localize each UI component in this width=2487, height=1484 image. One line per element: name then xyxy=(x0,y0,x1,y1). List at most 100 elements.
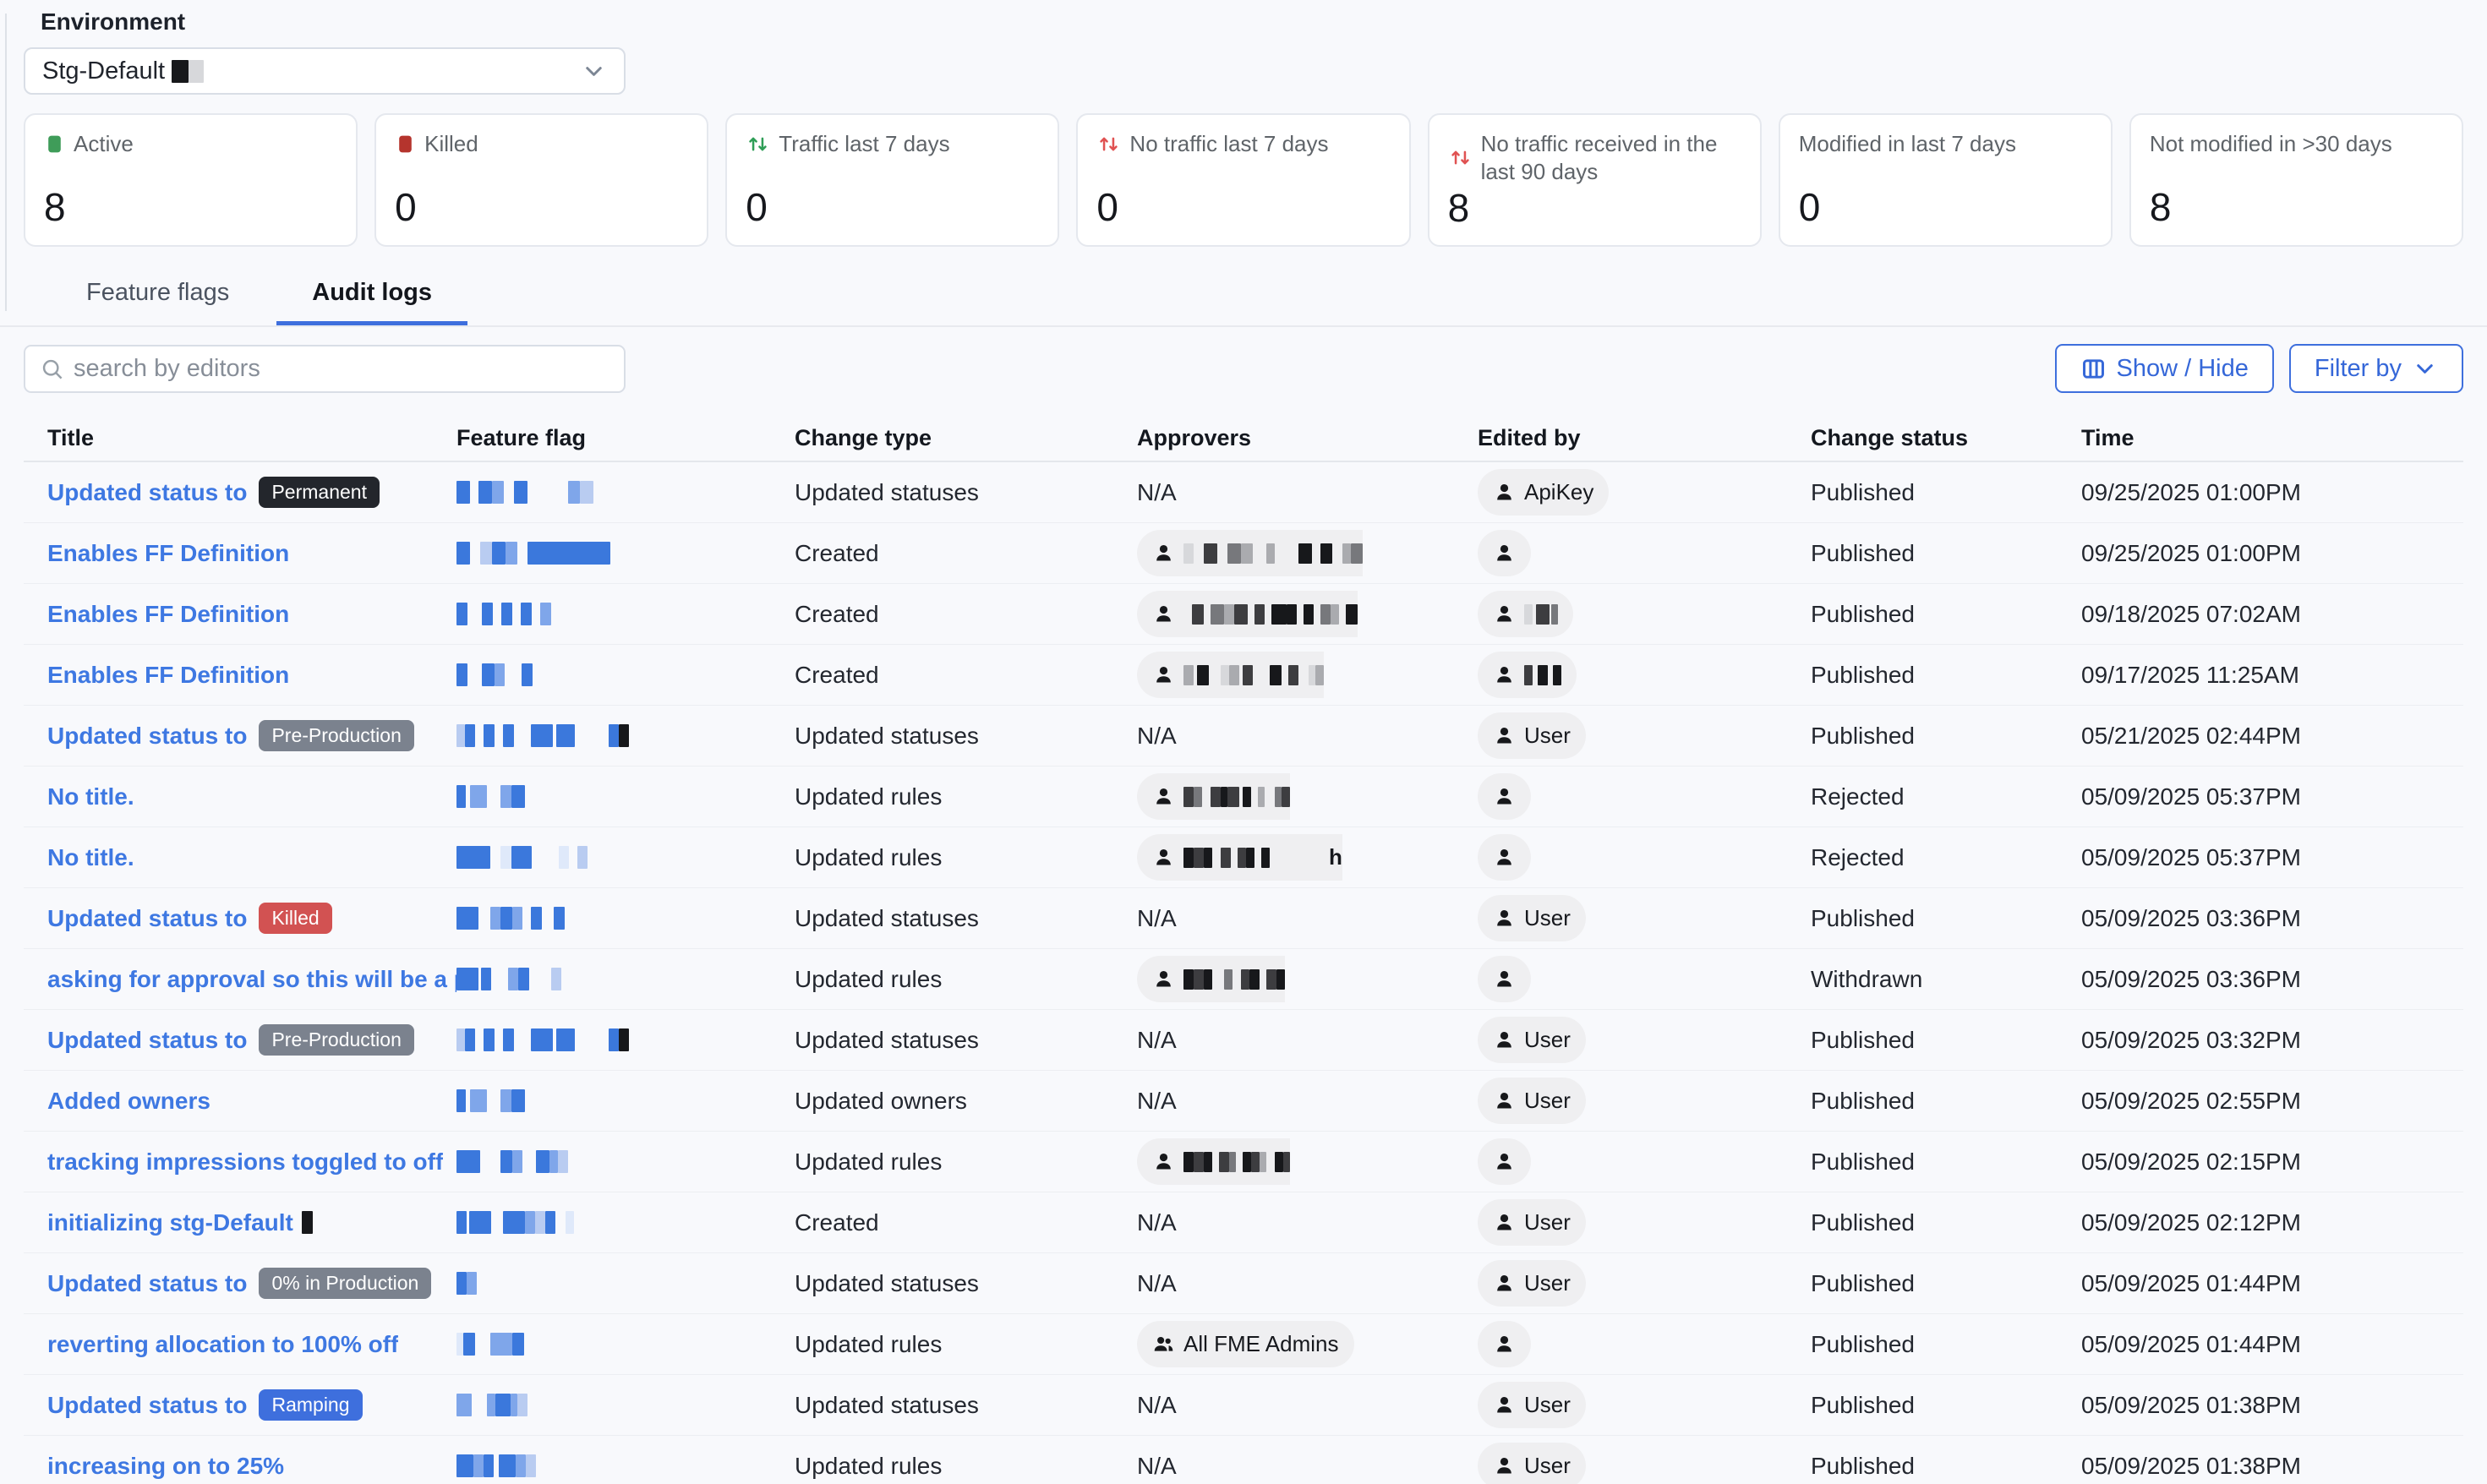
audit-log-row: Updated status to Killed Updated statuses N… xyxy=(24,888,2463,949)
title-cell: Added owners xyxy=(47,1088,456,1115)
audit-log-row: Added owners Updated owners N/A User Publish… xyxy=(24,1071,2463,1132)
row-title-link[interactable]: Added owners xyxy=(47,1088,210,1115)
row-title-link[interactable]: initializing stg-Default xyxy=(47,1209,313,1236)
redacted-block xyxy=(456,724,465,747)
editor-pill[interactable]: User xyxy=(1478,1078,1586,1124)
approvers-cell: N/A xyxy=(1137,1392,1478,1419)
editor-pill[interactable] xyxy=(1478,1138,1531,1185)
redacted-block xyxy=(301,1211,313,1234)
stat-card-header: Active xyxy=(44,130,337,158)
redacted-block xyxy=(1266,968,1276,990)
row-title-link[interactable]: Updated status to Pre-Production xyxy=(47,719,414,752)
approver-pill[interactable]: All FME Admins xyxy=(1137,1321,1354,1367)
feature-flag-cell xyxy=(456,1089,795,1112)
redacted-block xyxy=(500,1150,512,1173)
person-icon xyxy=(1493,1150,1516,1173)
redacted-block xyxy=(503,724,514,747)
row-title-link[interactable]: reverting allocation to 100% off xyxy=(47,1331,398,1358)
time-cell: 05/09/2025 02:15PM xyxy=(2081,1148,2301,1175)
audit-log-row: Updated status to 0% in Production Updated… xyxy=(24,1253,2463,1314)
time-cell: 09/25/2025 01:00PM xyxy=(2081,478,2301,505)
row-title-link[interactable]: Enables FF Definition xyxy=(47,662,289,689)
redacted-block xyxy=(1209,665,1221,685)
redacted-block xyxy=(467,603,482,625)
approver-pill[interactable]: h xyxy=(1137,834,1342,881)
editor-pill[interactable] xyxy=(1478,1321,1531,1367)
editor-pill[interactable] xyxy=(1478,956,1531,1002)
editor-pill[interactable] xyxy=(1478,530,1531,576)
approver-pill[interactable] xyxy=(1137,1138,1290,1185)
filter-by-button[interactable]: Filter by xyxy=(2288,344,2463,393)
redacted-block xyxy=(1251,787,1258,807)
time-cell: 05/09/2025 01:38PM xyxy=(2081,1452,2301,1479)
tab-audit-logs[interactable]: Audit logs xyxy=(276,272,467,325)
editor-pill[interactable]: User xyxy=(1478,712,1586,759)
feature-flag-redacted xyxy=(456,724,629,747)
redacted-block xyxy=(517,542,527,565)
editor-pill[interactable]: User xyxy=(1478,1443,1586,1484)
row-title-link[interactable]: asking for approval so this will be a pe xyxy=(47,966,456,993)
title-cell: Updated status to Killed xyxy=(47,902,456,935)
environment-select[interactable]: Stg-Default xyxy=(24,47,626,95)
show-hide-button[interactable]: Show / Hide xyxy=(2054,344,2274,393)
person-icon xyxy=(1493,1211,1516,1234)
approver-pill[interactable] xyxy=(1137,773,1290,820)
row-title-link[interactable]: Updated status to Permanent xyxy=(47,476,380,509)
stat-card-header: Traffic last 7 days xyxy=(746,130,1039,158)
tab-feature-flags[interactable]: Feature flags xyxy=(86,279,230,306)
redacted-block xyxy=(609,1028,619,1051)
row-title-link[interactable]: Updated status to 0% in Production xyxy=(47,1267,432,1300)
stat-card-label: Not modified in >30 days xyxy=(2149,131,2392,156)
editor-pill[interactable]: User xyxy=(1478,1199,1586,1246)
search-input[interactable] xyxy=(74,354,610,383)
row-title-link[interactable]: increasing on to 25% xyxy=(47,1453,284,1480)
approver-pill[interactable] xyxy=(1137,652,1324,698)
change-status-cell: Published xyxy=(1811,1330,1915,1357)
redacted-block xyxy=(469,1211,491,1234)
editor-pill[interactable] xyxy=(1478,834,1531,881)
search-box[interactable] xyxy=(24,344,626,393)
redacted-block xyxy=(1204,543,1217,564)
title-cell: No title. xyxy=(47,844,456,871)
change-status-cell: Rejected xyxy=(1811,783,1905,810)
redacted-block xyxy=(619,1028,629,1051)
editor-pill[interactable]: User xyxy=(1478,1017,1586,1063)
editor-pill[interactable]: User xyxy=(1478,895,1586,941)
change-type-cell: Updated statuses xyxy=(795,722,979,749)
approver-pill[interactable] xyxy=(1137,591,1358,637)
change-type-cell: Updated statuses xyxy=(795,1391,979,1418)
approver-pill[interactable] xyxy=(1137,956,1285,1002)
redacted-block xyxy=(514,1028,531,1051)
row-title-link[interactable]: Enables FF Definition xyxy=(47,540,289,567)
row-title-link[interactable]: tracking impressions toggled to off xyxy=(47,1148,443,1176)
redacted-block xyxy=(512,1333,524,1356)
editor-pill[interactable] xyxy=(1478,652,1577,698)
editor-pill[interactable] xyxy=(1478,591,1573,637)
row-title-link[interactable]: Enables FF Definition xyxy=(47,601,289,628)
redacted-block xyxy=(467,663,482,686)
row-title-link[interactable]: No title. xyxy=(47,844,134,871)
approver-pill[interactable] xyxy=(1137,530,1363,576)
column-header: Change type xyxy=(795,424,932,450)
edited-by-cell xyxy=(1478,956,1811,1002)
row-title-link[interactable]: Updated status to Killed xyxy=(47,902,332,935)
row-title-link[interactable]: Updated status to Pre-Production xyxy=(47,1023,414,1056)
edited-by-cell: User xyxy=(1478,1260,1811,1307)
row-title-link[interactable]: Updated status to Ramping xyxy=(47,1389,363,1421)
row-title-link[interactable]: No title. xyxy=(47,783,134,810)
editor-pill[interactable]: User xyxy=(1478,1260,1586,1307)
redacted-block xyxy=(487,785,500,808)
audit-log-row: asking for approval so this will be a pe… xyxy=(24,949,2463,1010)
editor-pill[interactable]: ApiKey xyxy=(1478,469,1610,516)
redacted-block xyxy=(1212,969,1224,990)
stat-card-value: 8 xyxy=(44,185,67,229)
editor-pill[interactable]: User xyxy=(1478,1382,1586,1428)
redacted-block xyxy=(1254,603,1265,625)
columns-icon xyxy=(2080,356,2107,382)
column-header: Title xyxy=(47,424,95,450)
redacted-block xyxy=(1249,968,1260,990)
redacted-block xyxy=(456,1089,466,1112)
editor-pill[interactable] xyxy=(1478,773,1531,820)
redacted-block xyxy=(569,846,577,869)
time-cell: 05/09/2025 02:55PM xyxy=(2081,1087,2301,1114)
